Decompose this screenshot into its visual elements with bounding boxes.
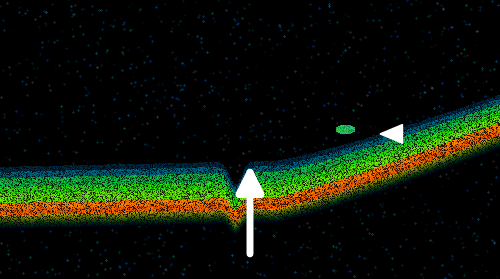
Polygon shape [380, 124, 402, 143]
